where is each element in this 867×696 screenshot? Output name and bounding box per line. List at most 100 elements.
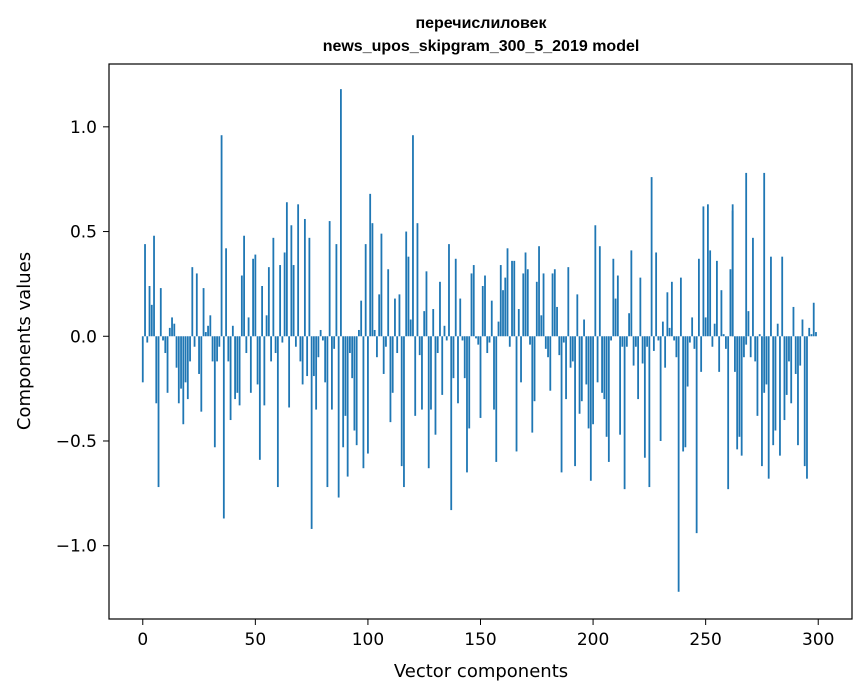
bar: [499, 265, 502, 337]
bar: [416, 223, 419, 337]
bar: [801, 319, 804, 337]
bar: [497, 321, 500, 337]
bar: [398, 294, 401, 337]
bar: [580, 336, 583, 402]
bar: [252, 258, 254, 337]
bar: [666, 292, 669, 337]
bar: [607, 336, 610, 462]
bar: [229, 336, 232, 421]
bar: [756, 336, 759, 416]
bar: [355, 336, 358, 446]
bar: [317, 336, 320, 358]
plot-area-frame: [108, 63, 853, 620]
bar: [177, 336, 180, 404]
bar: [745, 336, 748, 345]
bar: [614, 298, 617, 337]
y-tick-label: −1.0: [56, 537, 97, 557]
bar: [477, 336, 480, 345]
y-tick-label: −0.5: [56, 432, 97, 452]
bar: [405, 231, 408, 337]
bar: [288, 336, 291, 408]
bar: [776, 323, 779, 337]
bar: [779, 336, 781, 456]
bar: [569, 336, 572, 368]
bar: [321, 336, 324, 341]
bar: [515, 336, 518, 452]
bar: [571, 336, 574, 362]
bar: [551, 273, 554, 337]
bar: [335, 244, 338, 337]
bar: [675, 336, 678, 358]
bar: [542, 273, 545, 337]
bar: [484, 275, 486, 337]
bar: [378, 294, 381, 337]
bar: [353, 336, 356, 431]
bar: [324, 336, 327, 383]
bar: [209, 315, 212, 337]
bar: [457, 336, 459, 404]
bar: [533, 336, 536, 402]
bar: [308, 237, 311, 337]
bar: [799, 336, 802, 366]
bar: [387, 269, 390, 337]
bar: [695, 336, 698, 534]
x-tick-label: 150: [464, 630, 496, 650]
bar: [734, 336, 736, 372]
bar: [218, 336, 221, 347]
bar: [743, 336, 745, 358]
bar: [549, 336, 552, 391]
bar: [418, 336, 421, 356]
bar: [637, 336, 640, 400]
bar: [506, 248, 509, 337]
bar: [567, 267, 570, 337]
bar: [263, 336, 266, 406]
bar: [711, 336, 714, 347]
bar: [707, 204, 709, 337]
bar: [601, 336, 603, 393]
bar: [276, 336, 279, 488]
bar: [371, 223, 374, 337]
bar: [186, 336, 189, 400]
bar: [207, 325, 209, 337]
bar: [443, 325, 446, 337]
bar: [808, 327, 811, 337]
bar: [490, 300, 493, 337]
bar: [403, 336, 405, 488]
bar: [202, 288, 205, 337]
bar: [790, 336, 793, 404]
bar: [400, 336, 403, 467]
bar: [535, 281, 538, 337]
bar: [294, 336, 297, 347]
bar: [684, 336, 687, 448]
bar: [146, 336, 149, 343]
bar: [670, 281, 673, 337]
bar: [713, 323, 716, 337]
bar: [754, 336, 757, 362]
bar: [812, 302, 815, 337]
bar: [585, 336, 588, 385]
bar: [330, 336, 333, 410]
bar: [153, 235, 155, 337]
bar: [815, 332, 817, 337]
bar: [333, 336, 336, 349]
bar: [254, 254, 257, 337]
bar: [391, 336, 394, 393]
bar: [806, 336, 808, 479]
bar: [319, 329, 322, 337]
bar: [686, 336, 689, 387]
bar: [794, 336, 797, 374]
bar: [650, 177, 653, 337]
bar: [643, 336, 646, 458]
bar: [256, 336, 259, 385]
bar: [362, 336, 365, 469]
bar: [182, 336, 185, 425]
bar: [394, 298, 396, 337]
bar: [472, 265, 475, 337]
y-axis-ticks: 1.0 0.5 0.0 −0.5 −1.0: [56, 118, 109, 557]
y-axis-label: Components values: [14, 252, 35, 430]
bar: [792, 306, 795, 337]
bar: [459, 298, 462, 337]
bar: [279, 265, 282, 337]
bar: [504, 277, 507, 337]
bar: [628, 313, 631, 337]
